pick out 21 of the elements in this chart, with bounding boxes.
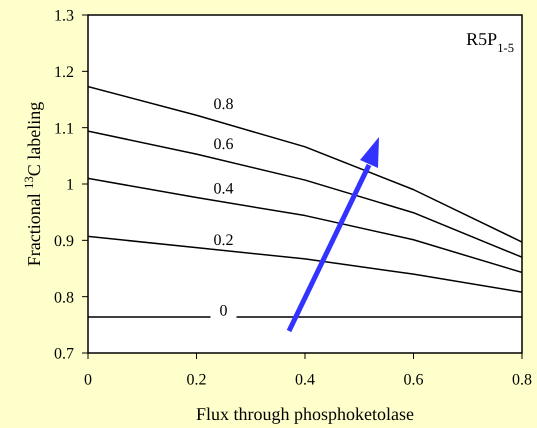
y-tick-label: 1.3 xyxy=(54,8,74,25)
series-label: 0 xyxy=(220,302,228,320)
y-tick-label: 0.9 xyxy=(54,233,74,250)
x-axis-title: Flux through phosphoketolase xyxy=(196,404,414,424)
line-series xyxy=(88,178,522,274)
y-tick-label: 1.2 xyxy=(54,64,74,82)
x-tick-label: 0.8 xyxy=(512,371,532,388)
x-tick-label: 0.6 xyxy=(404,371,424,388)
y-tick-label: 1 xyxy=(66,176,74,194)
y-tick-label: 1.1 xyxy=(54,120,74,138)
annotation: R5P$_{1-5}$ xyxy=(466,29,514,55)
series-label: 0.2 xyxy=(214,232,234,249)
x-tick-label: 0.2 xyxy=(186,371,206,388)
series-label: 0.8 xyxy=(214,96,234,113)
line-series xyxy=(88,236,522,293)
series-label: 0.6 xyxy=(214,136,234,154)
y-tick-label: 0.7 xyxy=(54,346,74,363)
x-tick-label: 0 xyxy=(84,371,92,388)
series-label: 0.4 xyxy=(214,180,234,198)
y-tick-label: 0.8 xyxy=(54,289,74,306)
x-tick-label: 0.4 xyxy=(295,371,315,388)
